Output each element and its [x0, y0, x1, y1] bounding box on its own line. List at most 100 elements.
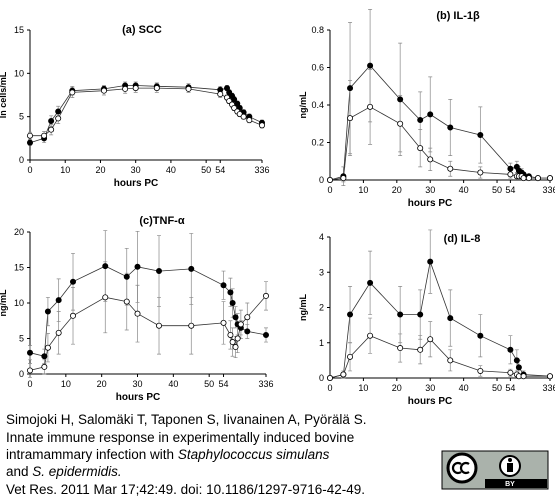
data-point — [347, 115, 354, 122]
data-point — [26, 367, 33, 374]
y-tick-label: 0.2 — [311, 138, 324, 148]
x-axis-label: hours PC — [408, 198, 452, 209]
data-point — [477, 169, 484, 176]
x-tick-label: 40 — [166, 165, 176, 175]
y-tick-label: 0.4 — [311, 100, 324, 110]
x-tick-label: 20 — [95, 165, 105, 175]
data-point — [427, 336, 434, 343]
data-point — [340, 175, 347, 182]
data-point — [156, 322, 163, 329]
data-point — [447, 315, 454, 322]
x-axis-label: hours PC — [114, 178, 158, 189]
x-tick-label: 50 — [492, 383, 502, 393]
data-point — [69, 89, 76, 96]
data-point — [507, 346, 514, 353]
data-point — [232, 344, 239, 351]
data-point — [237, 321, 244, 328]
panel: 0 5 10 15 20 0 10 20 30 40 50 54 336 hours PC ng/mL (c)… — [0, 215, 274, 403]
x-tick-label: 10 — [358, 383, 368, 393]
data-point — [48, 126, 55, 133]
x-tick-label: 40 — [459, 185, 469, 195]
data-point — [513, 357, 520, 364]
data-point — [153, 85, 160, 92]
x-axis-label: hours PC — [408, 396, 452, 407]
y-tick-label: 0.8 — [311, 25, 324, 35]
cc-letters — [451, 461, 470, 475]
data-point — [55, 297, 62, 304]
x-tick-label: 336 — [542, 185, 555, 195]
caption-line: Vet Res. 2011 Mar 17;42:49. doi: 10.1186… — [6, 482, 365, 497]
data-point — [427, 156, 434, 163]
x-tick-label: 30 — [133, 379, 143, 389]
data-point — [547, 175, 554, 182]
y-tick-label: 3 — [319, 267, 324, 277]
x-tick-label: 0 — [327, 383, 332, 393]
data-point — [347, 353, 354, 360]
data-point — [123, 298, 130, 305]
y-tick-label: 5 — [19, 334, 24, 344]
cc-icon — [446, 452, 478, 484]
data-point — [525, 175, 532, 182]
data-point — [427, 258, 434, 265]
data-point — [507, 165, 514, 172]
data-point — [44, 308, 51, 315]
panel-title: (a) SCC — [122, 24, 162, 36]
data-point — [520, 175, 527, 182]
data-point — [417, 311, 424, 318]
x-tick-label: 40 — [459, 383, 469, 393]
data-point — [55, 115, 62, 122]
caption-italic: S. epidermidis. — [32, 464, 121, 479]
data-point — [367, 279, 374, 286]
x-tick-label: 336 — [542, 383, 555, 393]
x-tick-label: 0 — [327, 185, 332, 195]
x-tick-label: 54 — [505, 185, 515, 195]
x-tick-label: 20 — [97, 379, 107, 389]
x-tick-label: 54 — [215, 165, 225, 175]
data-point — [326, 176, 333, 183]
caption: Simojoki H, Salomäki T, Taponen S, Iivan… — [6, 412, 366, 497]
data-point — [244, 314, 251, 321]
data-point — [156, 268, 163, 275]
x-tick-label: 20 — [392, 185, 402, 195]
data-point — [507, 369, 514, 376]
data-point — [100, 87, 107, 94]
data-point — [220, 282, 227, 289]
data-point — [102, 263, 109, 270]
data-point — [123, 273, 130, 280]
y-tick-label: 15 — [14, 263, 24, 273]
data-point — [70, 312, 77, 319]
data-point — [41, 353, 48, 360]
y-axis-label: ln cells/mL — [0, 71, 8, 118]
data-point — [347, 311, 354, 318]
data-point — [326, 374, 333, 381]
y-tick-label: 0 — [19, 369, 24, 379]
license-label: BY — [505, 481, 515, 488]
data-point — [477, 367, 484, 374]
by-head — [508, 458, 512, 462]
caption-line: intramammary infection with Staphylococc… — [6, 447, 330, 462]
x-tick-label: 0 — [27, 165, 32, 175]
data-point — [477, 332, 484, 339]
data-point — [397, 120, 404, 127]
data-point — [122, 85, 129, 92]
x-tick-label: 10 — [61, 379, 71, 389]
y-tick-label: 2 — [319, 303, 324, 313]
data-point — [534, 175, 541, 182]
data-point — [41, 363, 48, 370]
data-point — [447, 165, 454, 172]
x-tick-label: 50 — [492, 185, 502, 195]
data-point — [417, 346, 424, 353]
data-point — [55, 108, 62, 115]
caption-line: and S. epidermidis. — [6, 464, 122, 479]
data-point — [340, 371, 347, 378]
y-axis-label: ng/mL — [298, 294, 308, 321]
x-tick-label: 10 — [358, 185, 368, 195]
x-tick-label: 50 — [201, 165, 211, 175]
y-tick-label: 10 — [14, 298, 24, 308]
badge-strip — [485, 479, 547, 488]
data-point — [70, 278, 77, 285]
y-tick-label: 20 — [14, 227, 24, 237]
data-point — [102, 294, 109, 301]
y-axis-label: ng/mL — [298, 91, 308, 118]
